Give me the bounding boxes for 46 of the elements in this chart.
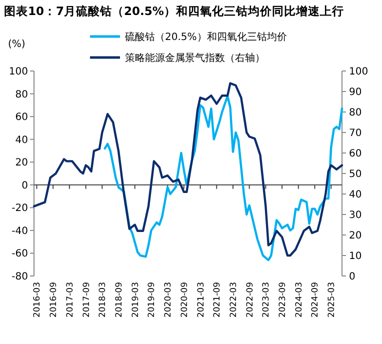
x-tick-label: 2019-03: [130, 282, 141, 318]
y2-tick-label: 50: [349, 169, 362, 180]
x-tick-label: 2020-03: [164, 282, 174, 318]
x-tick-label: 2023-03: [262, 282, 272, 318]
y2-tick-label: 100: [349, 66, 368, 78]
x-tick-label: 2024-09: [310, 282, 321, 318]
x-tick-label: 2018-03: [98, 282, 108, 318]
x-tick-label: 2017-03: [65, 282, 76, 318]
x-tick-label: 2023-09: [278, 282, 288, 318]
y2-tick-label: 20: [349, 230, 362, 242]
legend-label: 硫酸钴（20.5%）和四氧化三钴均价: [125, 31, 287, 43]
y2-tick-label: 0: [349, 272, 356, 282]
y2-tick-label: 90: [349, 87, 362, 98]
x-tick-label: 2017-09: [82, 282, 92, 318]
y2-tick-label: 80: [349, 108, 362, 118]
x-tick-label: 2020-09: [180, 282, 190, 318]
y-tick-label: -80: [12, 272, 28, 282]
y-tick-label: 40: [15, 134, 28, 146]
x-tick-label: 2021-03: [196, 282, 206, 318]
x-tick-label: 2016-09: [49, 282, 60, 318]
x-tick-label: 2019-09: [147, 282, 158, 318]
y-tick-label: -20: [12, 203, 28, 214]
x-tick-label: 2024-03: [294, 282, 304, 318]
y2-tick-label: 30: [349, 210, 362, 221]
y-tick-label: 20: [15, 158, 28, 169]
x-tick-label: 2025-03: [327, 282, 338, 318]
y2-tick-label: 40: [349, 190, 362, 200]
line-series: [32, 82, 344, 257]
y-tick-label: 60: [15, 112, 28, 124]
x-tick-label: 2021-09: [212, 282, 223, 318]
y-tick-label: 80: [15, 89, 28, 100]
chart-title: 图表10：7月硫酸钴（20.5%）和四氧化三钴均价同比增速上行: [4, 4, 344, 18]
x-tick-label: 2018-09: [114, 282, 124, 318]
legend-label: 策略能源金属景气指数（右轴）: [125, 52, 265, 64]
y-axis-title: (%): [8, 39, 26, 50]
y-tick-label: -60: [12, 248, 28, 260]
y2-tick-label: 60: [349, 148, 362, 160]
x-tick-label: 2022-09: [245, 282, 256, 318]
y-tick-label: 0: [22, 180, 28, 192]
y2-tick-label: 10: [349, 251, 362, 262]
x-tick-label: 2022-03: [228, 282, 239, 318]
x-tick-label: 2016-03: [32, 282, 43, 318]
line-series: [104, 94, 344, 262]
y-tick-label: -40: [12, 226, 28, 237]
y-tick-label: 100: [8, 66, 28, 78]
y2-tick-label: 70: [349, 128, 362, 139]
